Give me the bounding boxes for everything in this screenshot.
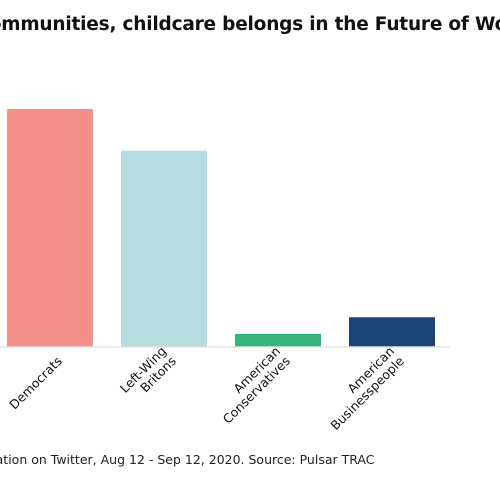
tick-label-american-businesspeople: AmericanBusinesspeople xyxy=(318,343,408,433)
tick-label-american-conservatives: AmericanConservatives xyxy=(210,343,293,426)
tick-label-left-wing-britons: Left-WingBritons xyxy=(117,343,179,405)
tick-label-democrats: Democrats xyxy=(6,353,65,412)
category-labels-group: Democrats Left-WingBritons AmericanConserv… xyxy=(6,343,408,433)
source-text: rsation on Twitter, Aug 12 - Sep 12, 202… xyxy=(0,452,375,467)
bar-left-wing-britons xyxy=(121,150,207,347)
bar-american-conservatives xyxy=(235,333,321,347)
source-footer: rsation on Twitter, Aug 12 - Sep 12, 202… xyxy=(0,452,500,467)
bars-group xyxy=(7,109,435,347)
chart-title: communities, childcare belongs in the Fu… xyxy=(0,14,500,35)
bar-american-businesspeople xyxy=(349,317,435,347)
bar-democrats xyxy=(7,109,93,347)
